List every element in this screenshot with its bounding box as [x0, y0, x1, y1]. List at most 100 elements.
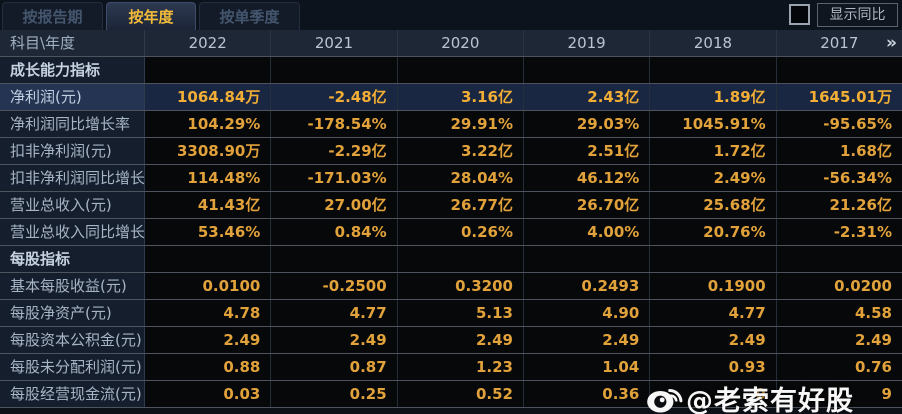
- row-label: 每股指标: [0, 246, 145, 272]
- show-yoy-button[interactable]: 显示同比: [817, 3, 898, 27]
- row-label: 扣非净利润同比增长率: [0, 165, 145, 191]
- value-cell: [776, 246, 902, 272]
- value-cell: -95.65%: [776, 111, 902, 137]
- value-cell: 3308.90万: [145, 138, 272, 164]
- year-header: 2019: [524, 30, 651, 56]
- value-cell: [145, 246, 272, 272]
- value-cell: 0.76: [776, 354, 902, 380]
- tab-bar: 按报告期 按年度 按单季度 显示同比: [0, 0, 902, 30]
- tab-by-report-period[interactable]: 按报告期: [2, 2, 103, 30]
- table-header-row: 科目\年度 2022 2021 2020 2019 2018 2017»: [0, 30, 902, 57]
- table-row[interactable]: 成长能力指标: [0, 57, 902, 84]
- value-cell: [650, 246, 777, 272]
- year-header: 2022: [145, 30, 272, 56]
- row-label: 净利润(元): [0, 84, 145, 110]
- value-cell: 0.36: [523, 381, 651, 407]
- row-label: 每股资本公积金(元): [0, 327, 145, 353]
- value-cell: 41.43亿: [145, 192, 272, 218]
- value-cell: 29.91%: [397, 111, 524, 137]
- value-cell: 0.87: [271, 354, 398, 380]
- table-row[interactable]: 每股未分配利润(元) 0.88 0.87 1.23 1.04 0.93 0.76: [0, 354, 902, 381]
- table-row[interactable]: 扣非净利润(元) 3308.90万 -2.29亿 3.22亿 2.51亿 1.72亿 1.6…: [0, 138, 902, 165]
- value-cell: 0.0200: [776, 273, 902, 299]
- row-label: 每股未分配利润(元): [0, 354, 145, 380]
- value-cell: [271, 246, 398, 272]
- value-cell: 2.49%: [650, 165, 777, 191]
- value-cell: 9: [776, 381, 902, 407]
- value-cell: [397, 57, 524, 83]
- value-cell: 2.49: [523, 327, 651, 353]
- value-cell: 4.78: [145, 300, 272, 326]
- value-cell: 0.03: [145, 381, 272, 407]
- value-cell: 4.90: [523, 300, 651, 326]
- value-cell: -2.29亿: [271, 138, 398, 164]
- table-row[interactable]: 每股经营现金流(元) 0.03 0.25 0.52 0.36 0 9: [0, 381, 902, 408]
- value-cell: 21.26亿: [776, 192, 902, 218]
- table-row[interactable]: 营业总收入(元) 41.43亿 27.00亿 26.77亿 26.70亿 25.68亿 21…: [0, 192, 902, 219]
- value-cell: 1064.84万: [145, 84, 272, 110]
- value-cell: 4.77: [650, 300, 777, 326]
- tab-by-year[interactable]: 按年度: [106, 2, 196, 30]
- value-cell: 0.26%: [397, 219, 524, 245]
- table-row[interactable]: 每股资本公积金(元) 2.49 2.49 2.49 2.49 2.49 2.49: [0, 327, 902, 354]
- value-cell: 53.46%: [145, 219, 272, 245]
- value-cell: -171.03%: [271, 165, 398, 191]
- value-cell: [650, 57, 777, 83]
- value-cell: 0.93: [650, 354, 777, 380]
- value-cell: 0.25: [271, 381, 398, 407]
- value-cell: 2.49: [271, 327, 398, 353]
- value-cell: 1.23: [397, 354, 524, 380]
- value-cell: 0.0100: [145, 273, 272, 299]
- value-cell: 0.3200: [397, 273, 524, 299]
- value-cell: 1.89亿: [650, 84, 777, 110]
- value-cell: 0.2493: [523, 273, 651, 299]
- tab-by-quarter[interactable]: 按单季度: [199, 2, 300, 30]
- table-row[interactable]: 基本每股收益(元) 0.0100 -0.2500 0.3200 0.2493 0.1900…: [0, 273, 902, 300]
- row-label: 每股经营现金流(元): [0, 381, 145, 407]
- value-cell: 3.16亿: [397, 84, 524, 110]
- row-label: 成长能力指标: [0, 57, 145, 83]
- table-row[interactable]: 营业总收入同比增长率53.46%0.84%0.26%4.00%20.76%-2.…: [0, 219, 902, 246]
- value-cell: [145, 57, 272, 83]
- value-cell: 5.13: [397, 300, 524, 326]
- value-cell: [776, 57, 902, 83]
- value-cell: 29.03%: [523, 111, 651, 137]
- table-row[interactable]: 扣非净利润同比增长率114.48%-171.03%28.04%46.12%2.4…: [0, 165, 902, 192]
- table-body: 成长能力指标 净利润(元) 1064.84万 -2.48亿 3.16亿 2.43亿 1.89…: [0, 57, 902, 408]
- corner-label: 科目\年度: [0, 30, 145, 56]
- value-cell: 26.70亿: [523, 192, 651, 218]
- value-cell: 2.49: [776, 327, 902, 353]
- value-cell: 0.52: [397, 381, 524, 407]
- watermark: @老索有好股: [646, 382, 854, 414]
- value-cell: -2.48亿: [271, 84, 398, 110]
- financial-table: 科目\年度 2022 2021 2020 2019 2018 2017» 成长能力指标 净利…: [0, 30, 902, 408]
- value-cell: 1.68亿: [776, 138, 902, 164]
- value-cell: -178.54%: [271, 111, 398, 137]
- row-label: 净利润同比增长率: [0, 111, 145, 137]
- value-cell: 2.51亿: [523, 138, 651, 164]
- value-cell: -56.34%: [776, 165, 902, 191]
- value-cell: 104.29%: [145, 111, 272, 137]
- row-label: 营业总收入(元): [0, 192, 145, 218]
- show-yoy-checkbox[interactable]: [789, 4, 810, 25]
- value-cell: 26.77亿: [397, 192, 524, 218]
- table-row[interactable]: 净利润同比增长率 104.29% -178.54% 29.91% 29.03% 1045.…: [0, 111, 902, 138]
- value-cell: 0.1900: [650, 273, 777, 299]
- value-cell: 4.00%: [523, 219, 651, 245]
- value-cell: [397, 246, 524, 272]
- value-cell: -2.31%: [776, 219, 902, 245]
- value-cell: 0.84%: [271, 219, 398, 245]
- value-cell: 1.72亿: [650, 138, 777, 164]
- row-label: 每股净资产(元): [0, 300, 145, 326]
- year-header: 2018: [650, 30, 777, 56]
- table-row[interactable]: 每股净资产(元) 4.78 4.77 5.13 4.90 4.77 4.58: [0, 300, 902, 327]
- value-cell: 4.77: [271, 300, 398, 326]
- value-cell: 1.04: [523, 354, 651, 380]
- more-columns-icon[interactable]: »: [885, 33, 897, 53]
- table-row[interactable]: 每股指标: [0, 246, 902, 273]
- table-row[interactable]: 净利润(元) 1064.84万 -2.48亿 3.16亿 2.43亿 1.89亿 1645.…: [0, 84, 902, 111]
- year-header: 2017»: [777, 30, 902, 56]
- value-cell: [523, 246, 651, 272]
- value-cell: 28.04%: [397, 165, 524, 191]
- value-cell: 20.76%: [650, 219, 777, 245]
